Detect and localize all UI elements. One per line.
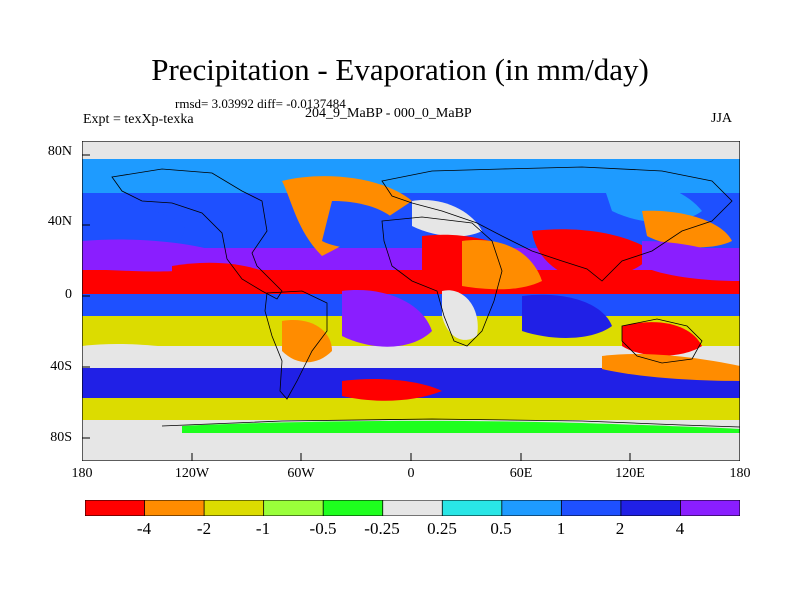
patch-sahara-grey [412, 200, 482, 237]
colorbar-swatch [263, 500, 325, 516]
colorbar-swatch [680, 500, 740, 516]
field-layer [82, 141, 740, 461]
y-tick-label: 0 [65, 287, 72, 302]
colorbar-label: 0.5 [490, 519, 512, 538]
colorbar [85, 500, 740, 516]
arctic-band [82, 141, 740, 159]
outline-africa [381, 216, 503, 347]
x-tick-label: 0 [407, 466, 415, 481]
patch-epac-dry [172, 262, 282, 291]
colorbar-label: -0.25 [364, 519, 400, 538]
patch-natl-blue [322, 201, 402, 248]
x-tick-label: 60W [287, 466, 315, 481]
outline-australia [621, 318, 703, 364]
outline-antarctica [161, 418, 740, 428]
map-plot [82, 141, 740, 461]
season-label: JJA [711, 111, 733, 126]
x-tick-label: 180 [729, 466, 751, 481]
patch-safrica-grey [442, 290, 478, 340]
southern-ocean-band [82, 398, 740, 420]
outline-eurasia [381, 166, 733, 282]
x-tick-label: 120E [615, 466, 645, 481]
colorbar-label: 1 [556, 519, 566, 538]
colorbar-swatch [560, 500, 622, 516]
patch-asia-dry [532, 229, 652, 277]
patch-satl-violet [342, 290, 432, 347]
colorbar-label: 0.25 [427, 519, 457, 538]
colorbar-swatch [382, 500, 444, 516]
experiment-label: Expt = texXp-texka [83, 112, 194, 127]
patch-spac-grey [82, 343, 202, 368]
patch-siberia-blue [602, 179, 702, 223]
colorbar-swatches [85, 500, 740, 516]
colorbar-label: -0.5 [309, 519, 337, 538]
patch-southern-red [342, 379, 442, 401]
period-subtitle: 204_9_MaBP - 000_0_MaBP [305, 106, 472, 121]
stats-label: rmsd= 3.03992 diff= -0.0137484 [175, 96, 346, 111]
patch-africa-orange [462, 240, 542, 290]
patch-indian-blue [522, 294, 612, 338]
colorbar-label: -2 [196, 519, 212, 538]
colorbar-label: -4 [136, 519, 152, 538]
patch-south-indian-orange [602, 354, 740, 381]
south-subtropic-band [82, 346, 740, 368]
colorbar-label: 2 [615, 519, 625, 538]
x-tick-label: 180 [71, 466, 93, 481]
patch-australia-dry [622, 322, 702, 356]
patch-antarctic-coast [182, 420, 740, 433]
y-tick-label: 40N [47, 214, 72, 229]
colorbar-swatch [322, 500, 384, 516]
y-tick-label: 80N [47, 144, 72, 159]
patch-samerica-orange [282, 320, 332, 363]
y-tick-label: 40S [50, 359, 72, 374]
outline-north-america [111, 168, 283, 300]
colorbar-swatch [85, 500, 146, 516]
colorbar-swatch [144, 500, 205, 516]
y-tick-label: 80S [50, 430, 72, 445]
colorbar-label: 4 [675, 519, 685, 538]
plot-title: Precipitation - Evaporation (in mm/day) [151, 52, 649, 87]
axis-ticks [82, 154, 631, 461]
colorbar-swatch [203, 500, 265, 516]
colorbar-swatch [441, 500, 503, 516]
continent-outlines [111, 166, 740, 428]
x-tick-label: 60E [509, 466, 533, 481]
colorbar-swatch [620, 500, 682, 516]
patch-wpac-violet [642, 241, 740, 281]
x-tick-label: 120W [174, 466, 210, 481]
colorbar-swatch [501, 500, 563, 516]
colorbar-label: -1 [255, 519, 271, 538]
outline-south-america [264, 290, 328, 400]
